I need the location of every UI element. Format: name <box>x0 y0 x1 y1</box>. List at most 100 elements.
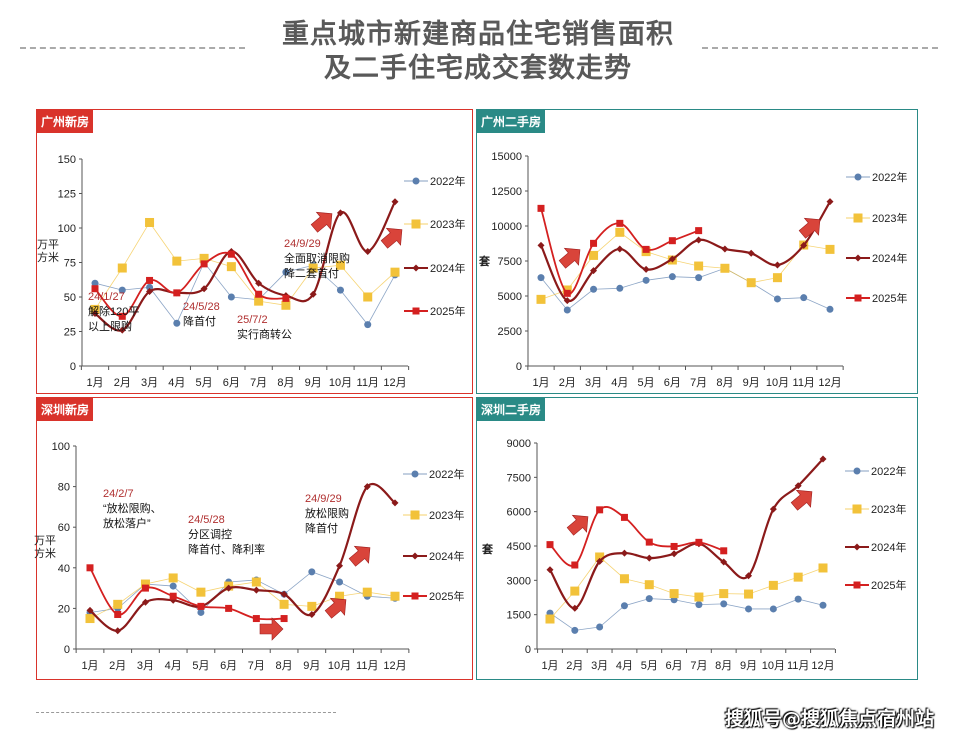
point-2025 <box>854 294 862 302</box>
point-2022 <box>745 605 753 613</box>
point-2023 <box>172 256 182 266</box>
page-title-line1: 重点城市新建商品住宅销售面积 <box>282 19 674 50</box>
x-tick-label: 6月 <box>666 660 683 672</box>
point-2023 <box>619 574 629 584</box>
point-2023 <box>168 573 178 583</box>
x-tick-label: 12月 <box>811 660 834 672</box>
point-2024 <box>616 245 624 253</box>
point-2023 <box>669 589 679 599</box>
point-2024 <box>252 586 260 594</box>
point-2023 <box>362 587 372 597</box>
trend-arrow-icon <box>558 247 581 269</box>
y-tick-label: 6000 <box>507 507 531 519</box>
point-2022 <box>412 177 420 185</box>
point-2024 <box>794 482 802 490</box>
y-tick-label: 7500 <box>507 472 531 484</box>
point-2023 <box>746 278 756 288</box>
x-tick-label: 7月 <box>690 660 707 672</box>
x-tick-label: 5月 <box>641 660 658 672</box>
point-2024 <box>363 483 371 491</box>
annotation-date: 24/2/7 <box>103 488 134 500</box>
annotation-text: 降首付 <box>183 314 216 328</box>
trend-arrow-icon <box>348 545 371 567</box>
panel-guangzhou-resale: 广州二手房 <box>476 109 918 394</box>
legend-label: 2024年 <box>871 540 906 554</box>
point-2023 <box>140 579 150 589</box>
point-2024 <box>645 554 653 562</box>
x-tick-label: 11月 <box>793 377 815 389</box>
x-tick-label: 10月 <box>328 660 351 672</box>
point-2025 <box>563 289 571 297</box>
point-2025 <box>571 561 579 569</box>
annotation-text: 实行商转公 <box>237 327 292 341</box>
x-tick-label: 6月 <box>664 377 681 389</box>
point-2024 <box>747 249 755 257</box>
series-line-2023年 <box>540 231 831 300</box>
y-tick-label: 7500 <box>498 256 522 268</box>
point-2022 <box>169 582 177 590</box>
legend-label: 2023年 <box>871 502 906 516</box>
trend-arrow-icon <box>790 489 813 511</box>
y-axis-label: 套 <box>479 255 490 268</box>
series-line-2023年 <box>549 556 824 620</box>
x-tick-label: 8月 <box>277 377 294 389</box>
y-axis-label: 套 <box>482 543 493 556</box>
x-tick-label: 5月 <box>196 377 213 389</box>
legend-label: 2022年 <box>871 464 906 478</box>
y-axis-label: 万平方米 <box>34 534 56 560</box>
point-2023 <box>644 580 654 590</box>
x-tick-label: 4月 <box>616 660 633 672</box>
point-2022 <box>854 173 862 181</box>
y-tick-label: 40 <box>58 563 70 575</box>
x-tick-label: 9月 <box>305 377 322 389</box>
point-2023 <box>793 572 803 582</box>
point-2025 <box>670 542 678 550</box>
point-2024 <box>819 455 827 463</box>
point-2024 <box>146 287 154 295</box>
legend-label: 2022年 <box>872 170 907 184</box>
x-tick-label: 2月 <box>109 660 126 672</box>
y-tick-label: 50 <box>64 292 76 304</box>
point-2023 <box>719 589 729 599</box>
point-2022 <box>853 467 861 475</box>
point-2024 <box>721 245 729 253</box>
point-2025 <box>225 604 233 612</box>
point-2022 <box>695 601 703 609</box>
x-tick-label: 10月 <box>766 377 789 389</box>
y-tick-label: 1500 <box>507 610 531 622</box>
annotation-text: 降首付、降利率 <box>188 542 265 556</box>
point-2023 <box>196 587 206 597</box>
legend-label: 2022年 <box>429 467 464 481</box>
x-tick-label: 1月 <box>541 660 558 672</box>
point-2023 <box>589 250 599 260</box>
point-2024 <box>255 279 263 287</box>
point-2025 <box>645 538 653 546</box>
y-tick-label: 12500 <box>491 186 522 198</box>
y-tick-label: 10000 <box>491 221 522 233</box>
annotation-text: 以上限购 <box>88 319 132 333</box>
legend-label: 2022年 <box>430 174 465 188</box>
point-2023 <box>694 592 704 602</box>
point-2023 <box>281 300 291 310</box>
point-2023 <box>852 504 862 514</box>
point-2024 <box>720 558 728 566</box>
point-2025 <box>118 312 126 320</box>
point-2023 <box>307 601 317 611</box>
point-2022 <box>642 276 650 284</box>
x-tick-label: 10月 <box>329 377 352 389</box>
point-2024 <box>546 566 554 574</box>
point-2024 <box>141 598 149 606</box>
y-tick-label: 20 <box>58 603 70 615</box>
annotation-date: 25/7/2 <box>237 314 268 326</box>
point-2025 <box>590 239 598 247</box>
point-2024 <box>620 549 628 557</box>
point-2025 <box>537 204 545 212</box>
point-2024 <box>695 236 703 244</box>
x-tick-label: 5月 <box>638 377 655 389</box>
point-2022 <box>227 293 235 301</box>
point-2025 <box>146 276 154 284</box>
trend-arrow-icon <box>310 211 333 233</box>
point-2022 <box>411 470 419 478</box>
point-2023 <box>818 563 828 573</box>
y-tick-label: 0 <box>525 644 531 656</box>
